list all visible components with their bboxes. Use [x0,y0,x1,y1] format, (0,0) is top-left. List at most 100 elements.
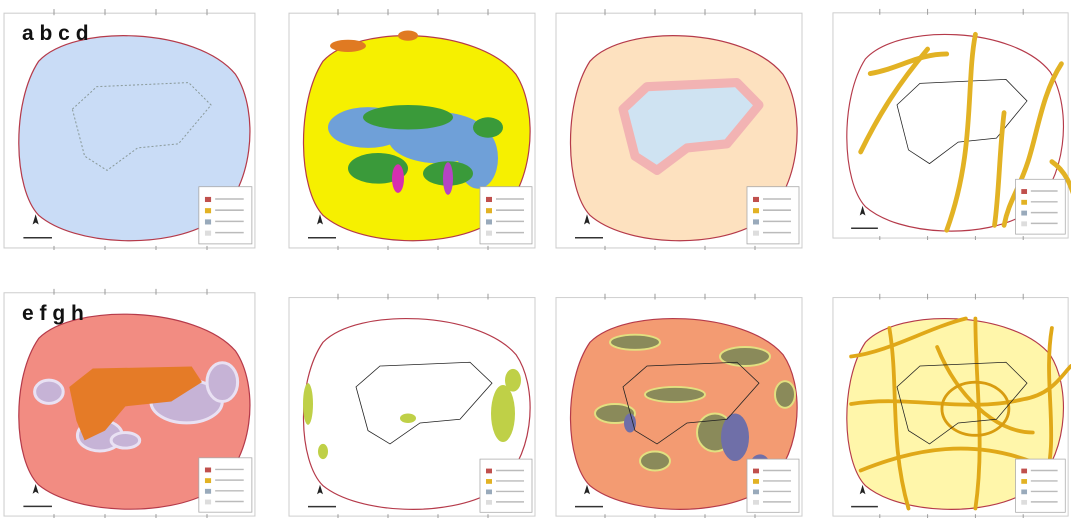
north-arrow [859,484,866,495]
map-patch [318,443,328,460]
legend-swatch [1021,221,1028,227]
map-panel [555,9,803,250]
legend-swatch [1021,189,1028,194]
legend-swatch [204,196,212,203]
map-line [849,364,1071,407]
map-patch [398,30,418,41]
map-patch [303,383,313,425]
legend-swatch [1021,199,1028,205]
map-panel [832,293,1071,518]
map-patch [443,162,453,195]
legend-swatch [204,467,212,473]
map-patch [330,39,366,52]
map-layer [33,361,240,453]
map-layer [858,31,1071,233]
legend-swatch [753,468,759,474]
legend-swatch [753,499,759,505]
legend [198,457,253,513]
legend-swatch [204,478,212,484]
map-panel [555,293,803,518]
legend-swatch [204,499,212,505]
legend-swatch [486,208,492,214]
legend [479,458,533,513]
map-line [935,345,1035,435]
legend [1015,178,1066,235]
north-arrow [584,484,590,495]
map-panel [288,293,536,518]
map-line [944,31,978,233]
map-line [992,110,1007,228]
core-area [355,361,493,445]
legend-swatch [486,499,492,505]
row-label: a b c d [22,22,89,45]
map-patch [609,333,661,351]
legend-swatch [1021,210,1028,216]
north-arrow [32,214,39,225]
map-patch [774,380,796,409]
core-area [896,361,1028,445]
map-patch [392,164,404,193]
map-panel [3,9,256,250]
core-area [896,79,1028,165]
map-layer [618,77,764,175]
map-patch [363,105,453,130]
legend-swatch [753,196,759,203]
legend [746,458,800,513]
legend-swatch [486,230,492,236]
map-patch [719,346,771,367]
north-arrow [317,214,323,225]
legend-swatch [1021,499,1028,505]
legend-swatch [486,196,492,203]
map-patch [644,385,706,404]
map-layer [303,361,521,460]
north-arrow [32,484,39,494]
row-label: e f g h [22,302,84,325]
legend [479,186,533,245]
map-line [849,316,968,359]
map-line [867,51,950,76]
map-patch [940,380,1011,437]
legend-swatch [753,208,759,214]
map-layer [594,333,796,478]
north-arrow [317,484,323,495]
map-line [1001,61,1064,228]
north-arrow [584,214,590,225]
legend-box [198,457,253,513]
legend-swatch [204,219,212,225]
core-area [622,361,760,445]
legend-swatch [1021,489,1028,495]
map-patch [721,413,749,461]
legend [198,186,253,245]
map-patch [473,117,503,138]
legend-swatch [753,489,759,495]
map-patch [639,450,671,472]
legend-swatch [204,208,212,214]
map-panel [288,9,536,250]
legend-swatch [753,479,759,484]
buffer-ring [618,77,764,175]
legend-swatch [1021,479,1028,484]
legend [1015,458,1066,513]
legend-swatch [486,489,492,495]
map-patch [624,413,636,433]
map-patch [33,378,65,405]
legend-swatch [486,468,492,474]
core-area [69,366,202,441]
north-arrow [859,205,866,216]
legend-swatch [753,230,759,236]
legend-swatch [204,230,212,236]
legend-swatch [486,479,492,484]
legend [746,186,800,245]
map-patch [400,413,416,423]
map-patch [205,361,240,403]
map-line [1049,159,1071,195]
map-patch [109,431,142,450]
legend-swatch [753,219,759,225]
map-patch [491,385,515,442]
map-layer [328,30,503,195]
legend-swatch [204,488,212,494]
map-panel [832,8,1071,240]
map-line [887,326,911,511]
map-patch [505,368,521,392]
